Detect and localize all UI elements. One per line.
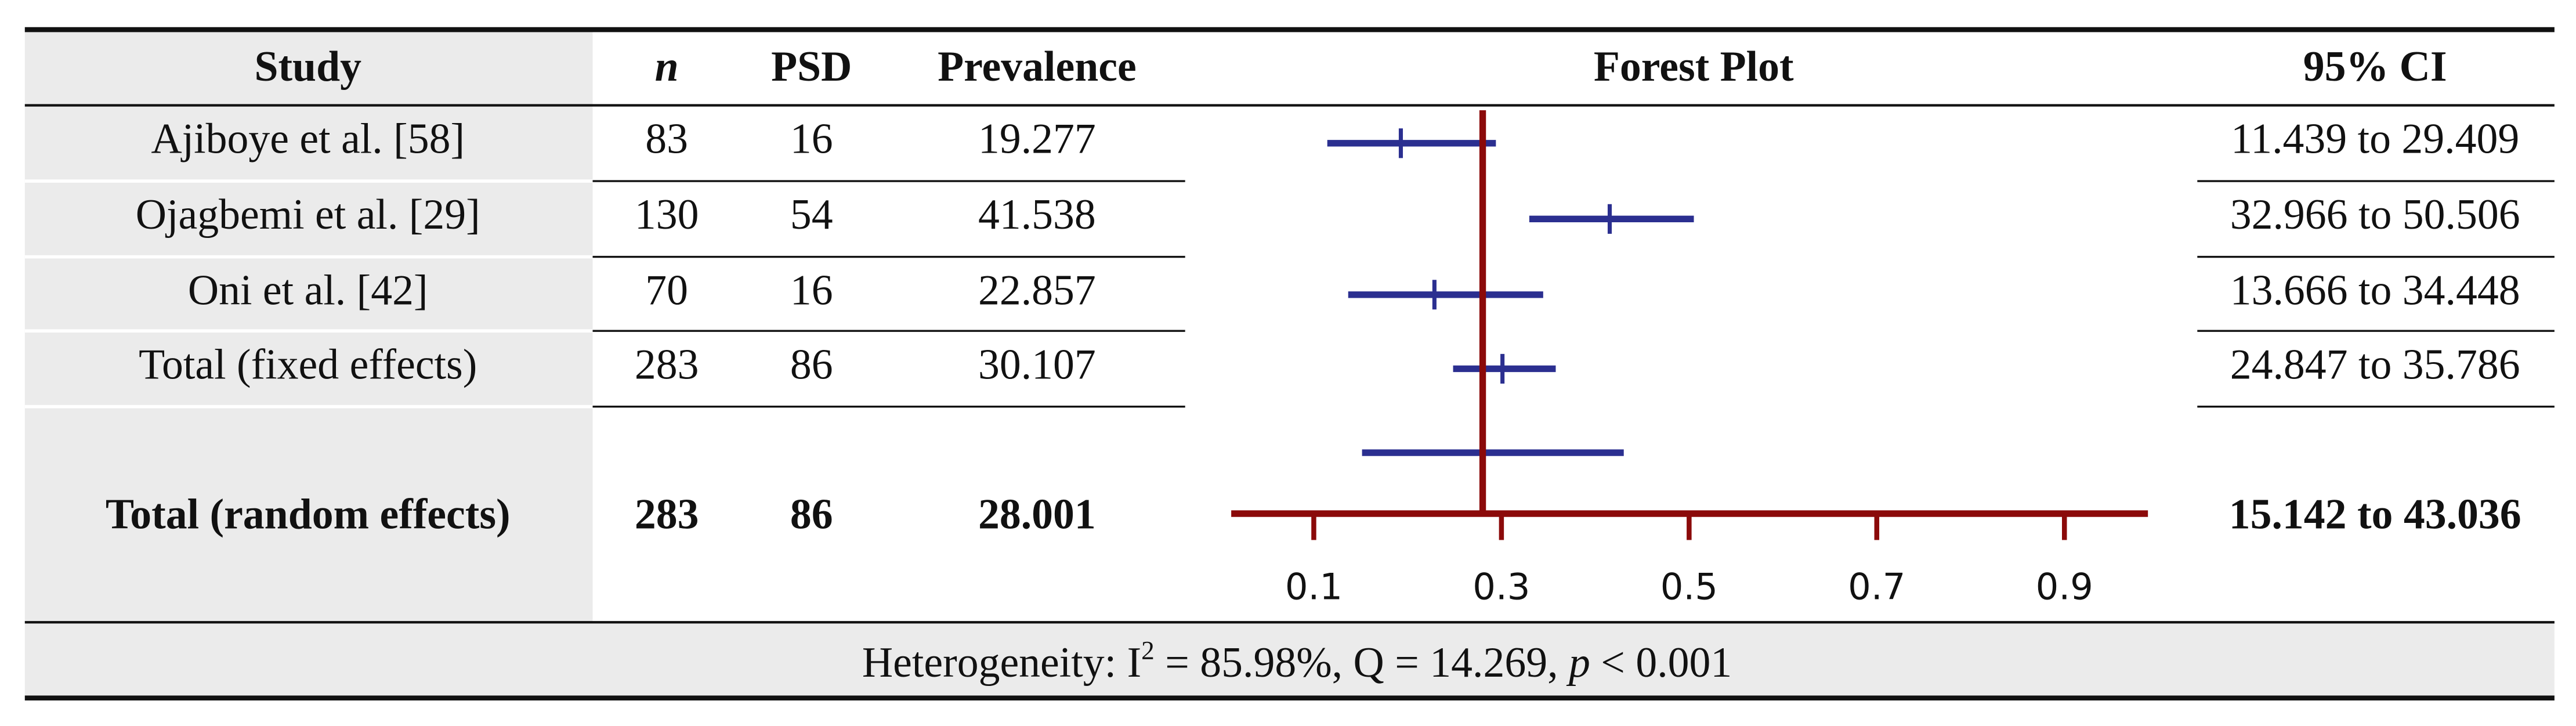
column-header: Study [254,42,361,90]
x-tick-label: 0.7 [1848,566,1905,608]
footer-sup: 2 [1141,637,1155,666]
table-cell: 16 [790,266,833,314]
table-cell: 83 [645,115,688,162]
column-header: Forest Plot [1594,42,1794,90]
footer-bg [24,622,2555,698]
table-cell: 19.277 [978,115,1096,162]
footer-text: Heterogeneity: I2 = 85.98%, Q = 14.269, … [862,637,1732,686]
table-cell: 70 [645,266,688,314]
x-tick-label: 0.3 [1472,566,1530,608]
table-cell: 283 [635,340,699,388]
table-cell: 30.107 [978,340,1096,388]
footer-part: Heterogeneity: I [862,638,1141,686]
footer-part: < 0.001 [1590,638,1732,686]
table-cell: 16 [790,115,833,162]
table-cell: 130 [635,190,699,238]
table-cell: 86 [790,490,833,537]
table-cell: Total (random effects) [106,490,511,537]
table-cell: 28.001 [978,490,1096,537]
table-cell: Total (fixed effects) [139,340,477,388]
row-rules [592,180,2555,408]
table-cell: 13.666 to 34.448 [2230,266,2520,314]
column-header: n [655,42,679,90]
table-cell: Ajiboye et al. [58] [151,115,465,162]
table-cell: 11.439 to 29.409 [2231,115,2519,162]
table-cell: 24.847 to 35.786 [2230,340,2520,388]
footer-part: p [1566,638,1590,686]
table-cell: 32.966 to 50.506 [2230,190,2520,238]
study-column-bg [24,30,593,623]
table-cell: 22.857 [978,266,1096,314]
table-cell: Oni et al. [42] [188,266,428,314]
table-cell: 15.142 to 43.036 [2229,490,2521,537]
x-tick-label: 0.5 [1660,566,1718,608]
column-header: PSD [771,42,852,90]
table-cell: Ojagbemi et al. [29] [136,190,480,238]
table-cell: 86 [790,340,833,388]
x-tick-label: 0.1 [1285,566,1343,608]
column-header: 95% CI [2303,42,2447,90]
study-separators [24,179,593,409]
table-cell: 283 [635,490,699,537]
column-header: Prevalence [938,42,1137,90]
x-tick-label: 0.9 [2036,566,2093,608]
footer-part: = 85.98%, Q = 14.269, [1155,638,1569,686]
table-cell: 54 [790,190,833,238]
table-cell: 41.538 [978,190,1096,238]
